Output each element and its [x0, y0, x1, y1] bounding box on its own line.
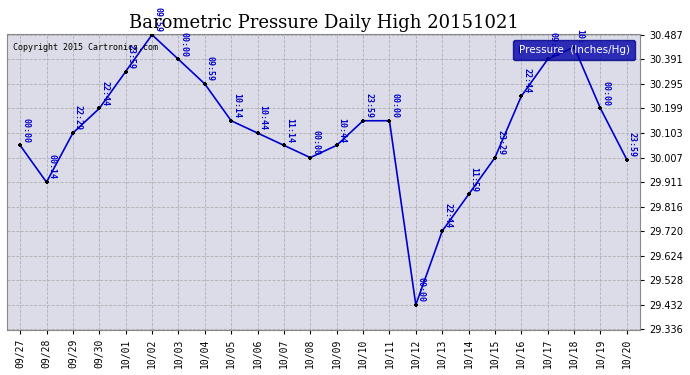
Text: 22:44: 22:44	[100, 81, 109, 106]
Point	[305, 154, 316, 160]
Point	[463, 192, 474, 198]
Text: 10:44: 10:44	[337, 117, 347, 142]
Point	[41, 179, 52, 185]
Text: 00:00: 00:00	[179, 32, 188, 57]
Text: 00:00: 00:00	[311, 130, 320, 155]
Point	[542, 56, 553, 62]
Text: 11:14: 11:14	[285, 117, 294, 142]
Text: 09:59: 09:59	[153, 7, 162, 32]
Text: 00:00: 00:00	[602, 81, 611, 106]
Point	[252, 130, 263, 136]
Legend: Pressure  (Inches/Hg): Pressure (Inches/Hg)	[513, 40, 635, 60]
Point	[226, 118, 237, 124]
Text: 09:59: 09:59	[206, 56, 215, 81]
Text: 23:59: 23:59	[364, 93, 373, 118]
Text: 10:44: 10:44	[259, 105, 268, 130]
Point	[595, 105, 606, 111]
Text: 00:00: 00:00	[417, 277, 426, 302]
Text: 22:44: 22:44	[522, 68, 531, 93]
Point	[278, 142, 289, 148]
Point	[357, 118, 368, 124]
Point	[569, 44, 580, 50]
Point	[516, 93, 527, 99]
Point	[621, 157, 632, 163]
Text: 23:29: 23:29	[496, 130, 505, 155]
Text: 10:14: 10:14	[233, 93, 241, 118]
Point	[489, 154, 500, 160]
Point	[411, 302, 422, 308]
Text: 10:: 10:	[575, 29, 584, 44]
Title: Barometric Pressure Daily High 20151021: Barometric Pressure Daily High 20151021	[128, 13, 518, 32]
Point	[14, 142, 26, 148]
Point	[199, 81, 210, 87]
Point	[331, 142, 342, 148]
Point	[173, 56, 184, 62]
Point	[94, 105, 105, 111]
Text: 22:29: 22:29	[74, 105, 83, 130]
Point	[120, 69, 131, 75]
Text: 11:59: 11:59	[470, 167, 479, 192]
Point	[437, 228, 448, 234]
Point	[146, 32, 157, 38]
Text: 00:00: 00:00	[391, 93, 400, 118]
Text: 00:00: 00:00	[21, 117, 30, 142]
Text: 00:14: 00:14	[48, 154, 57, 179]
Point	[384, 118, 395, 124]
Text: 23:59: 23:59	[628, 132, 637, 157]
Point	[68, 130, 79, 136]
Text: Copyright 2015 Cartronics.com: Copyright 2015 Cartronics.com	[13, 44, 158, 52]
Text: 09:14: 09:14	[549, 32, 558, 57]
Text: 22:44: 22:44	[443, 203, 452, 228]
Text: 23:59: 23:59	[127, 44, 136, 69]
